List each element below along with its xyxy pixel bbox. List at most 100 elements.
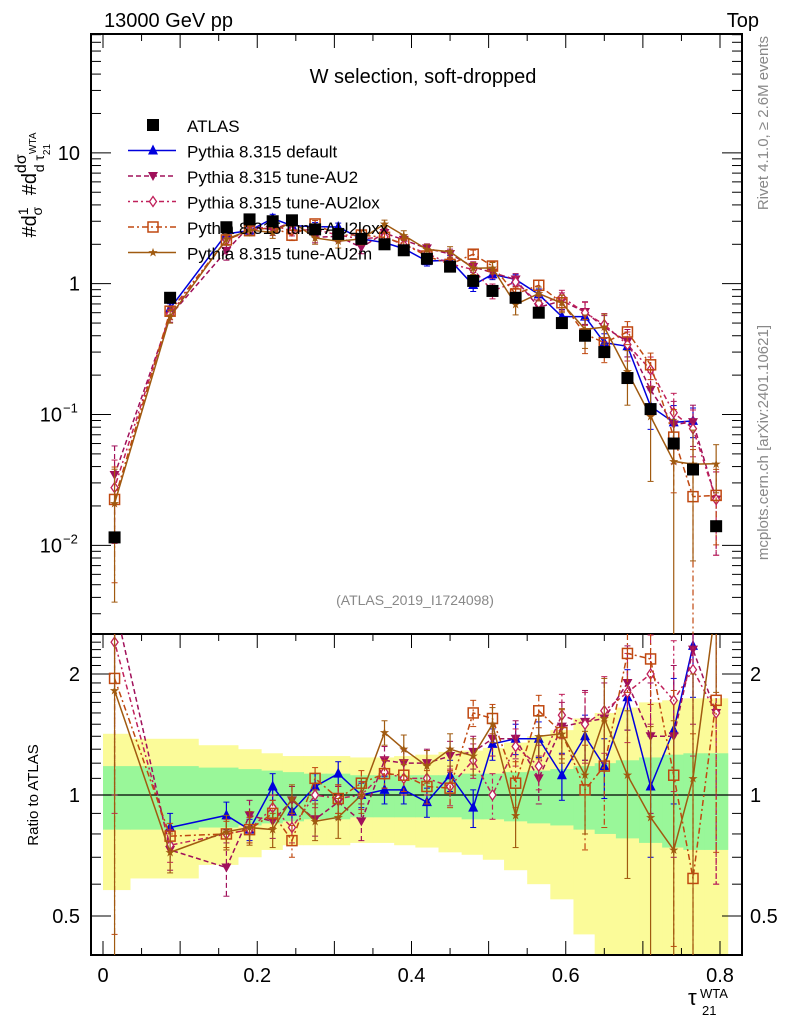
marker-star: ★ [356, 788, 367, 802]
series-atlas [108, 213, 723, 544]
ratio-plot-area: ★ ★ ★ ★ ★ ★ ★ ★ ★ ★ ★ ★ ★ ★ ★ ★ ★ ★ ★ ★ ★ ★ ★ ★ ★ [91, 634, 742, 955]
marker-diamond-open [488, 788, 497, 802]
marker-square-open [378, 767, 391, 780]
data-point-atlas [509, 291, 522, 304]
y-tick-exponent: −1 [63, 401, 78, 416]
y-axis-label: #d1σ #ddσd τ21WTA [13, 132, 53, 237]
data-point-atlas [266, 215, 279, 228]
marker-star: ★ [148, 246, 159, 260]
data-point-atlas [579, 329, 592, 342]
data-point-atlas [332, 227, 345, 240]
marker-star: ★ [645, 409, 656, 423]
marker-triangle-down [356, 817, 367, 827]
y-tick-label: 1 [69, 274, 80, 296]
data-point-atlas [486, 284, 499, 297]
marker-star: ★ [580, 322, 591, 336]
marker-star: ★ [445, 245, 456, 259]
marker-star: ★ [533, 287, 544, 301]
x-axis-label: τ 21 WTA [688, 985, 728, 1018]
legend-label: Pythia 8.315 tune-AU2 [187, 168, 358, 187]
data-point-atlas [687, 463, 700, 476]
data-point-atlas [420, 252, 433, 265]
series-line [113, 223, 717, 500]
ratio-band-inner [573, 766, 596, 830]
marker-star: ★ [645, 810, 656, 824]
data-point-atlas [378, 238, 391, 251]
marker-square-open [444, 782, 456, 794]
marker-square-open [467, 707, 479, 719]
marker-square-open [286, 834, 298, 847]
data-point-atlas [667, 437, 680, 450]
marker-star: ★ [557, 727, 568, 741]
marker-star: ★ [468, 261, 479, 275]
ratio-uncertainty-bands [103, 698, 729, 955]
legend: ATLAS Pythia 8.315 default Pythia 8.315 tu… [128, 117, 389, 264]
marker-diamond-open [310, 788, 320, 802]
marker-triangle-up [379, 783, 390, 794]
series-line [113, 220, 717, 504]
data-point-atlas [444, 260, 457, 273]
marker-triangle-down [148, 172, 158, 181]
chart-title: W selection, soft-dropped [310, 66, 537, 88]
marker-star: ★ [668, 843, 679, 857]
marker-square-open [286, 229, 298, 241]
marker-triangle-down [356, 243, 367, 253]
marker-triangle-up [221, 809, 232, 820]
marker-triangle-up [556, 769, 567, 780]
marker-star: ★ [244, 223, 255, 237]
y-tick-label: 10 [40, 405, 62, 427]
marker-star: ★ [109, 496, 120, 510]
data-point-atlas [397, 244, 410, 257]
marker-star: ★ [510, 808, 521, 822]
marker-star: ★ [287, 792, 298, 806]
legend-item: ★ Pythia 8.315 tune-AU2m [128, 245, 372, 264]
ratio-band-inner [461, 773, 484, 820]
marker-triangle-up [267, 780, 278, 791]
data-point-atlas [467, 274, 480, 287]
marker-square-open [644, 653, 657, 665]
svg-text:#d1σ #ddσd τ21WTA: #d1σ #ddσd τ21WTA [13, 132, 53, 237]
legend-item: Pythia 8.315 tune-AU2loxx [128, 219, 389, 238]
marker-star: ★ [398, 742, 409, 756]
marker-star: ★ [379, 726, 390, 740]
ratio-tick-label-right: 2 [750, 664, 761, 686]
marker-star: ★ [333, 234, 344, 248]
data-point-atlas [309, 223, 322, 236]
ratio-band-inner [372, 775, 395, 818]
header-process-label: Top [727, 10, 759, 32]
legend-label: Pythia 8.315 tune-AU2lox [187, 194, 380, 213]
marker-star: ★ [165, 309, 176, 323]
marker-star: ★ [468, 749, 479, 763]
rivet-version-label: Rivet 4.1.0, ≥ 2.6M events [755, 36, 772, 210]
y-tick-label: 10 [40, 535, 62, 557]
ratio-tick-label-left: 0.5 [52, 906, 80, 928]
ratio-tick-label-right: 1 [750, 785, 761, 807]
marker-triangle-up [148, 144, 158, 155]
svg-text:21: 21 [702, 1003, 716, 1018]
marker-square-open [621, 326, 634, 338]
legend-label: Pythia 8.315 tune-AU2m [187, 245, 372, 264]
legend-label: Pythia 8.315 tune-AU2loxx [187, 219, 389, 238]
marker-square-open [644, 359, 657, 371]
data-point-atlas [710, 520, 723, 533]
marker-diamond-open [511, 740, 520, 753]
marker-star: ★ [557, 296, 568, 310]
legend-item: ATLAS [147, 117, 240, 136]
marker-triangle-down [221, 863, 232, 873]
marker-square-open [710, 694, 722, 707]
data-point-atlas [621, 372, 634, 385]
marker-star: ★ [310, 814, 321, 828]
analysis-id-label: (ATLAS_2019_I1724098) [336, 592, 494, 608]
marker-square-open [309, 772, 321, 785]
svg-text:τ: τ [688, 985, 697, 1010]
marker-star: ★ [333, 810, 344, 824]
y-tick-exponent: −2 [63, 531, 78, 546]
y-tick-label: 10 [58, 143, 80, 165]
x-tick-label: 0.2 [243, 965, 271, 987]
series-ratio-4: ★ ★ ★ ★ ★ ★ ★ ★ ★ ★ ★ ★ ★ ★ ★ ★ ★ ★ ★ ★ ★ ★ ★ ★ ★ [109, 634, 720, 955]
marker-square-open [398, 769, 410, 781]
marker-triangle-up [468, 801, 479, 812]
mcplots-source-label: mcplots.cern.ch [arXiv:2401.10621] [755, 325, 772, 560]
data-point-atlas [598, 346, 611, 359]
